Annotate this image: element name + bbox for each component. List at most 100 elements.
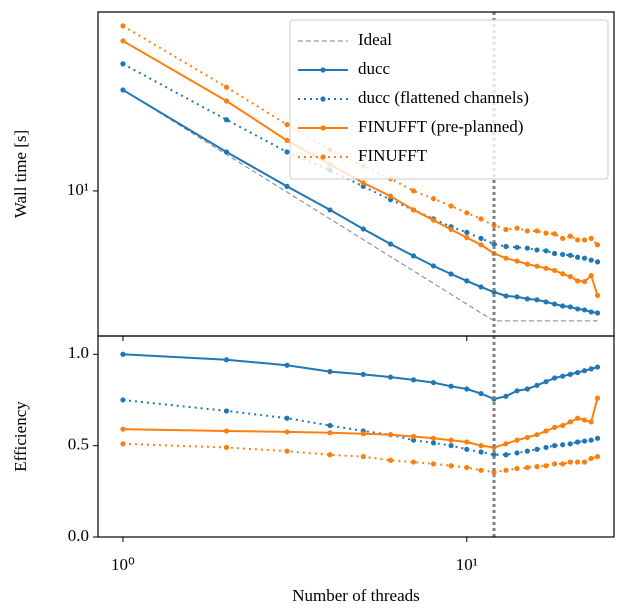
data-point: [410, 437, 417, 443]
data-point: [430, 461, 437, 467]
data-point: [560, 442, 566, 448]
data-point: [120, 441, 126, 447]
data-point: [543, 379, 549, 385]
legend-marker: [320, 67, 326, 73]
data-point: [464, 210, 470, 216]
data-point: [551, 301, 558, 307]
data-point: [534, 464, 540, 470]
data-point: [514, 437, 520, 443]
data-point: [534, 382, 540, 388]
data-point: [581, 368, 588, 374]
data-point: [327, 422, 333, 429]
data-point: [120, 397, 126, 403]
data-point: [478, 216, 484, 222]
data-point: [574, 254, 581, 260]
data-point: [514, 258, 520, 264]
data-point: [551, 424, 558, 430]
data-point: [524, 386, 530, 392]
data-point: [464, 464, 470, 471]
data-point: [567, 233, 573, 239]
data-point: [120, 38, 126, 44]
x-tick-label: 10⁰: [111, 555, 135, 574]
data-point: [574, 278, 581, 284]
data-point: [448, 443, 454, 449]
data-point: [478, 390, 484, 397]
data-point: [594, 242, 601, 248]
data-point: [588, 309, 594, 315]
data-point: [594, 454, 601, 460]
data-point: [120, 351, 126, 357]
data-point: [551, 461, 558, 467]
data-point: [120, 61, 126, 67]
data-point: [410, 188, 417, 194]
data-point: [560, 461, 566, 467]
data-point: [551, 250, 558, 257]
data-point: [534, 228, 540, 234]
data-point: [410, 459, 417, 465]
data-point: [464, 446, 470, 452]
data-point: [503, 452, 509, 458]
data-point: [410, 377, 417, 383]
data-point: [448, 437, 454, 443]
data-point: [524, 296, 530, 302]
y-tick-label: 1.0: [68, 343, 89, 362]
data-point: [410, 433, 417, 440]
data-point: [387, 374, 394, 380]
data-point: [567, 441, 573, 447]
data-point: [574, 439, 581, 445]
legend-label: Ideal: [358, 30, 392, 49]
data-point: [284, 415, 290, 421]
data-point: [360, 454, 366, 460]
data-point: [567, 371, 573, 377]
series-line: [122, 89, 598, 322]
data-point: [534, 247, 540, 253]
data-point: [430, 435, 437, 441]
data-point: [594, 259, 601, 265]
data-point: [410, 207, 417, 213]
data-point: [464, 229, 470, 235]
data-point: [594, 310, 601, 316]
data-point: [360, 180, 366, 186]
data-point: [551, 375, 558, 381]
data-point: [581, 255, 588, 261]
data-point: [524, 261, 530, 267]
y-tick-label: 0.5: [68, 435, 89, 454]
data-point: [387, 457, 394, 463]
data-point: [327, 369, 333, 375]
data-point: [120, 426, 126, 432]
data-point: [284, 149, 290, 155]
data-point: [588, 273, 594, 279]
data-point: [448, 203, 454, 209]
data-point: [594, 435, 601, 441]
data-point: [581, 459, 588, 465]
data-point: [223, 149, 230, 155]
data-point: [560, 235, 566, 241]
data-point: [478, 284, 484, 290]
data-point: [284, 183, 290, 189]
data-point: [543, 444, 549, 451]
legend-marker: [320, 125, 326, 131]
plot-area: [120, 23, 601, 322]
data-point: [551, 267, 558, 274]
data-point: [503, 226, 509, 233]
data-point: [581, 278, 588, 285]
data-point: [567, 459, 573, 465]
data-point: [581, 307, 588, 313]
data-point: [223, 98, 230, 104]
data-point: [514, 450, 520, 456]
data-point: [284, 122, 290, 128]
series-line: [122, 399, 598, 456]
data-point: [560, 303, 566, 309]
data-point: [514, 465, 520, 472]
data-point: [478, 467, 484, 473]
data-point: [543, 230, 549, 236]
data-point: [588, 257, 594, 263]
data-point: [543, 299, 549, 305]
legend-marker: [320, 154, 326, 160]
data-point: [387, 432, 394, 438]
data-point: [430, 196, 437, 202]
data-point: [560, 422, 566, 429]
data-point: [223, 84, 230, 90]
data-point: [581, 417, 588, 423]
